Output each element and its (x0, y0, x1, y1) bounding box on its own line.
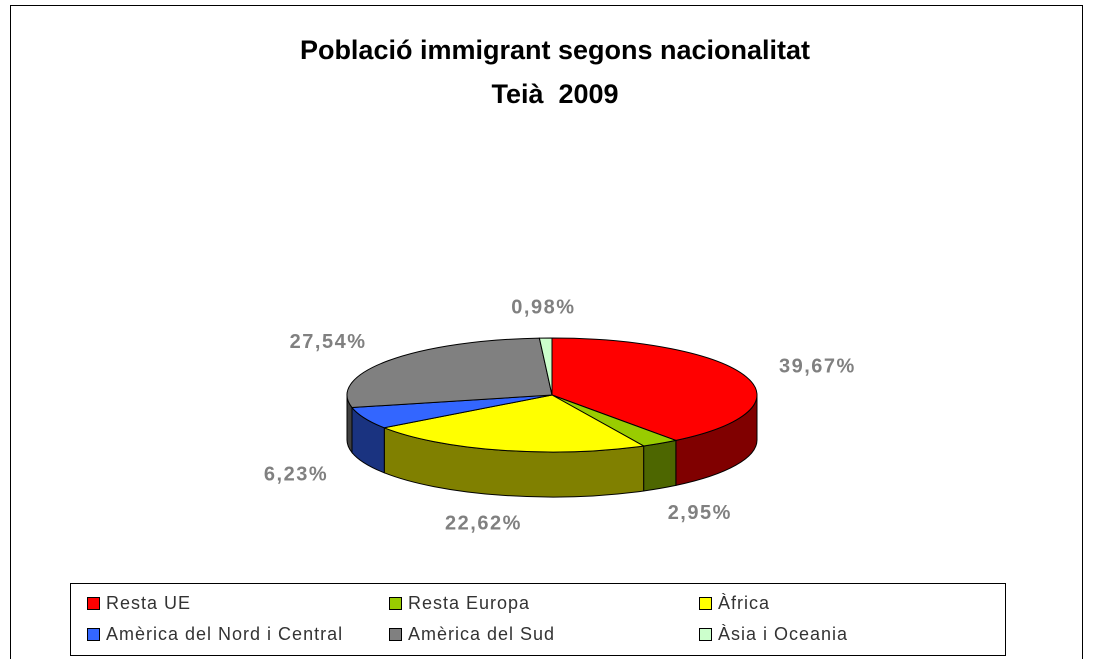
pie-slice (346, 337, 553, 409)
data-label: 6,23% (264, 464, 328, 486)
legend-label: Àsia i Oceania (718, 624, 848, 644)
legend-label: Amèrica del Nord i Central (106, 624, 343, 644)
chart-subtitle: Teià 2009 (491, 79, 618, 109)
pie-slice (382, 394, 646, 453)
legend-label: Resta UE (106, 593, 191, 613)
data-label: 22,62% (445, 513, 522, 535)
legend-label: Amèrica del Sud (408, 624, 555, 644)
data-label: 0,98% (511, 296, 575, 318)
legend-label: Resta Europa (408, 593, 530, 613)
data-label: 2,95% (668, 502, 732, 524)
legend-swatch (389, 597, 402, 610)
pie-slice (538, 337, 553, 396)
legend-swatch (699, 628, 712, 641)
legend-swatch (87, 628, 100, 641)
data-label: 39,67% (779, 356, 856, 378)
chart-frame (10, 5, 1083, 664)
chart-title: Població immigrant segons nacionalitat (300, 35, 810, 65)
legend-swatch (87, 597, 100, 610)
pie-slice (551, 337, 758, 441)
data-label: 27,54% (290, 331, 367, 353)
legend-swatch (389, 628, 402, 641)
pie-side (643, 439, 677, 492)
legend-swatch (699, 597, 712, 610)
legend-label: Àfrica (718, 593, 770, 613)
legend-box (70, 583, 1006, 656)
